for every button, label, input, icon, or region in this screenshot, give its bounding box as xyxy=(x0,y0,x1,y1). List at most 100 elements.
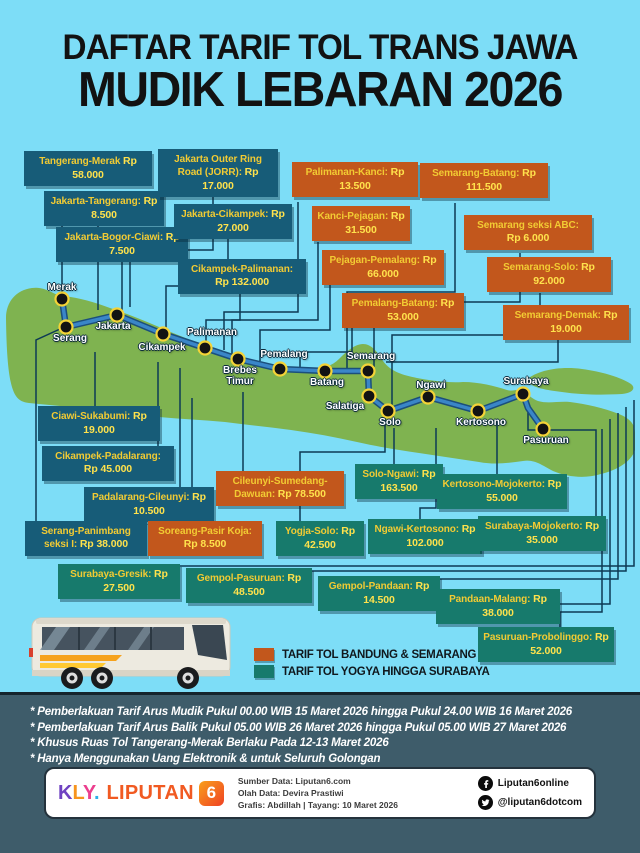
city-label-surabaya: Surabaya xyxy=(503,376,549,387)
social-handles: Liputan6online @liputan6dotcom xyxy=(477,776,582,810)
bus-illustration xyxy=(29,617,231,689)
footnote: * Khusus Ruas Tol Tangerang-Merak Berlak… xyxy=(30,737,389,750)
kly-letter: . xyxy=(93,781,100,804)
fare-route: Yogja-Solo: xyxy=(284,526,339,537)
fare-route: Kanci-Pejagan: xyxy=(317,211,389,222)
page-subtitle: MUDIK LEBARAN 2026 xyxy=(78,63,563,117)
legend: TARIF TOL BANDUNG & SEMARANG TARIF TOL Y… xyxy=(254,648,490,682)
fare-route: Pejagan-Pemalang: xyxy=(329,255,421,266)
legend-swatch-teal xyxy=(254,665,274,678)
fare-gempol-pasuruan: Gempol-Pasuruan: Rp 48.500 xyxy=(186,568,312,604)
fare-price: Rp 38.000 xyxy=(482,593,547,619)
credit-line: Olah Data: Devira Prastiwi xyxy=(237,787,344,798)
footnote: * Pemberlakuan Tarif Arus Balik Pukul 05… xyxy=(30,721,567,734)
fare-price: Rp 6.000 xyxy=(506,232,550,244)
fare-gempol-pandaan: Gempol-Pandaan: Rp 14.500 xyxy=(318,576,440,612)
liputan6-logo: KLY. LIPUTAN 6 xyxy=(58,780,224,806)
city-label-serang: Serang xyxy=(53,333,87,344)
kly-letter: Y xyxy=(82,781,94,804)
fare-cikampek-palimanan: Cikampek-Palimanan: Rp 132.000 xyxy=(178,259,306,294)
credit-line: Grafis: Abdillah | Tayang: 10 Maret 2026 xyxy=(237,800,398,811)
fare-price: Rp 17.000 xyxy=(202,166,259,192)
legend-swatch-orange xyxy=(254,648,274,661)
credits: Sumber Data: Liputan6.com Olah Data: Dev… xyxy=(238,775,478,812)
publisher-banner: KLY. LIPUTAN 6 Sumber Data: Liputan6.com… xyxy=(44,767,596,819)
fare-route: Gempol-Pasuruan: xyxy=(196,573,285,584)
fare-route: Semarang-Batang: xyxy=(432,168,520,179)
fare-semarang-solo: Semarang-Solo: Rp 92.000 xyxy=(487,257,611,293)
fare-yogja-solo: Yogja-Solo: Rp 42.500 xyxy=(276,521,364,557)
fare-route: Jakarta-Bogor-Ciawi: xyxy=(64,232,164,243)
fare-route: Ngawi-Kertosono: xyxy=(374,524,460,535)
fare-price: Rp 78.500 xyxy=(277,488,326,500)
fare-ngawi-kertosono: Ngawi-Kertosono: Rp 102.000 xyxy=(368,519,482,555)
fare-route: Ciawi-Sukabumi: xyxy=(51,411,131,422)
fare-tangerang-merak: Tangerang-Merak Rp 58.000 xyxy=(24,151,152,187)
fare-kertosono-mojokerto: Kertosono-Mojokerto: Rp 55.000 xyxy=(437,474,567,510)
fare-kanci-pejagan: Kanci-Pejagan: Rp 31.500 xyxy=(312,206,410,242)
city-label-salatiga: Salatiga xyxy=(325,401,365,412)
fare-route: Tangerang-Merak xyxy=(39,156,121,167)
fare-jakarta-tangerang: Jakarta-Tangerang: Rp 8.500 xyxy=(44,191,164,227)
fare-route: Serang-Panimbang seksi I: xyxy=(41,526,131,550)
city-label-pemalang: Pemalang xyxy=(260,349,308,360)
fare-jakarta-cikampek: Jakarta-Cikampek: Rp 27.000 xyxy=(174,204,292,240)
city-label-ngawi: Ngawi xyxy=(416,380,446,391)
fare-pemalang-batang: Pemalang-Batang: Rp 53.000 xyxy=(342,293,464,329)
fare-solo-ngawi: Solo-Ngawi: Rp 163.500 xyxy=(355,464,443,500)
city-label-solo: Solo xyxy=(379,417,401,428)
fare-palimanan-kanci: Palimanan-Kanci: Rp 13.500 xyxy=(292,162,418,198)
footnotes: * Pemberlakuan Tarif Arus Mudik Pukul 00… xyxy=(30,705,620,767)
fare-route: Semarang seksi ABC: xyxy=(477,220,579,231)
fare-route: Pandaan-Malang: xyxy=(449,594,531,605)
fare-surabaya-mojokerto: Surabaya-Mojokerto: Rp 35.000 xyxy=(478,516,606,552)
city-label-cikampek: Cikampek xyxy=(138,342,186,353)
fare-route: Surabaya-Gresik: xyxy=(70,569,152,580)
city-label-brebes-timur: Brebes Timur xyxy=(223,365,257,387)
fare-semarang-seksi-abc: Semarang seksi ABC: Rp 6.000 xyxy=(464,215,592,250)
legend-item-yogya-surabaya: TARIF TOL YOGYA HINGGA SURABAYA xyxy=(254,665,490,678)
fare-price: Rp 13.500 xyxy=(339,166,405,192)
fare-route: Jakarta-Tangerang: xyxy=(50,196,141,207)
legend-label: TARIF TOL BANDUNG & SEMARANG xyxy=(282,648,477,661)
city-label-batang: Batang xyxy=(310,377,344,388)
fare-serang-panimbang: Serang-Panimbang seksi I: Rp 38.000 xyxy=(25,521,147,556)
fare-route: Pemalang-Batang: xyxy=(351,298,438,309)
fare-route: Jakarta-Cikampek: xyxy=(181,209,269,220)
fare-cikampek-padalarang: Cikampek-Padalarang: Rp 45.000 xyxy=(42,446,174,481)
fare-semarang-demak: Semarang-Demak: Rp 19.000 xyxy=(503,305,629,341)
fare-jorr: Jakarta Outer Ring Road (JORR): Rp 17.00… xyxy=(158,149,278,198)
kly-logo: KLY. xyxy=(58,782,100,805)
facebook-handle: Liputan6online xyxy=(477,776,569,791)
fare-route: Semarang-Demak: xyxy=(514,310,601,321)
fare-price: Rp 111.500 xyxy=(465,167,536,193)
fare-price: Rp 58.000 xyxy=(72,155,137,181)
footnote: * Pemberlakuan Tarif Arus Mudik Pukul 00… xyxy=(30,706,572,718)
fare-price: Rp 38.000 xyxy=(79,538,128,550)
kly-letter: L xyxy=(72,781,83,804)
fare-route: Gempol-Pandaan: xyxy=(328,581,413,592)
twitter-icon xyxy=(477,795,493,810)
fare-price: Rp 132.000 xyxy=(215,276,269,288)
fare-price: Rp 45.000 xyxy=(83,463,133,475)
fare-semarang-batang: Semarang-Batang: Rp 111.500 xyxy=(420,163,548,199)
fare-jakarta-bogor-ciawi: Jakarta-Bogor-Ciawi: Rp 7.500 xyxy=(56,227,188,263)
kly-letter: K xyxy=(58,781,73,804)
page-title: DAFTAR TARIF TOL TRANS JAWA xyxy=(62,28,579,67)
legend-item-bandung-semarang: TARIF TOL BANDUNG & SEMARANG xyxy=(254,648,490,661)
fare-cileunyi-sumedang-dawuan: Cileunyi-Sumedang-Dawuan: Rp 78.500 xyxy=(216,471,344,506)
liputan6-six-badge: 6 xyxy=(198,780,224,806)
fare-price: Rp 52.000 xyxy=(530,631,609,657)
liputan-wordmark: LIPUTAN xyxy=(106,781,194,804)
fare-route: Solo-Ngawi: xyxy=(362,469,420,480)
city-label-semarang: Semarang xyxy=(346,351,396,362)
city-label-pasuruan: Pasuruan xyxy=(523,435,569,446)
city-label-jakarta: Jakarta xyxy=(95,321,131,332)
fare-price: Rp 14.500 xyxy=(363,580,430,606)
fare-route: Pasuruan-Probolinggo: xyxy=(483,632,593,643)
facebook-icon xyxy=(477,776,493,791)
fare-price: Rp 8.500 xyxy=(183,538,227,550)
fare-pasuruan-probolinggo: Pasuruan-Probolinggo: Rp 52.000 xyxy=(478,627,614,663)
credit-line: Sumber Data: Liputan6.com xyxy=(237,775,351,786)
